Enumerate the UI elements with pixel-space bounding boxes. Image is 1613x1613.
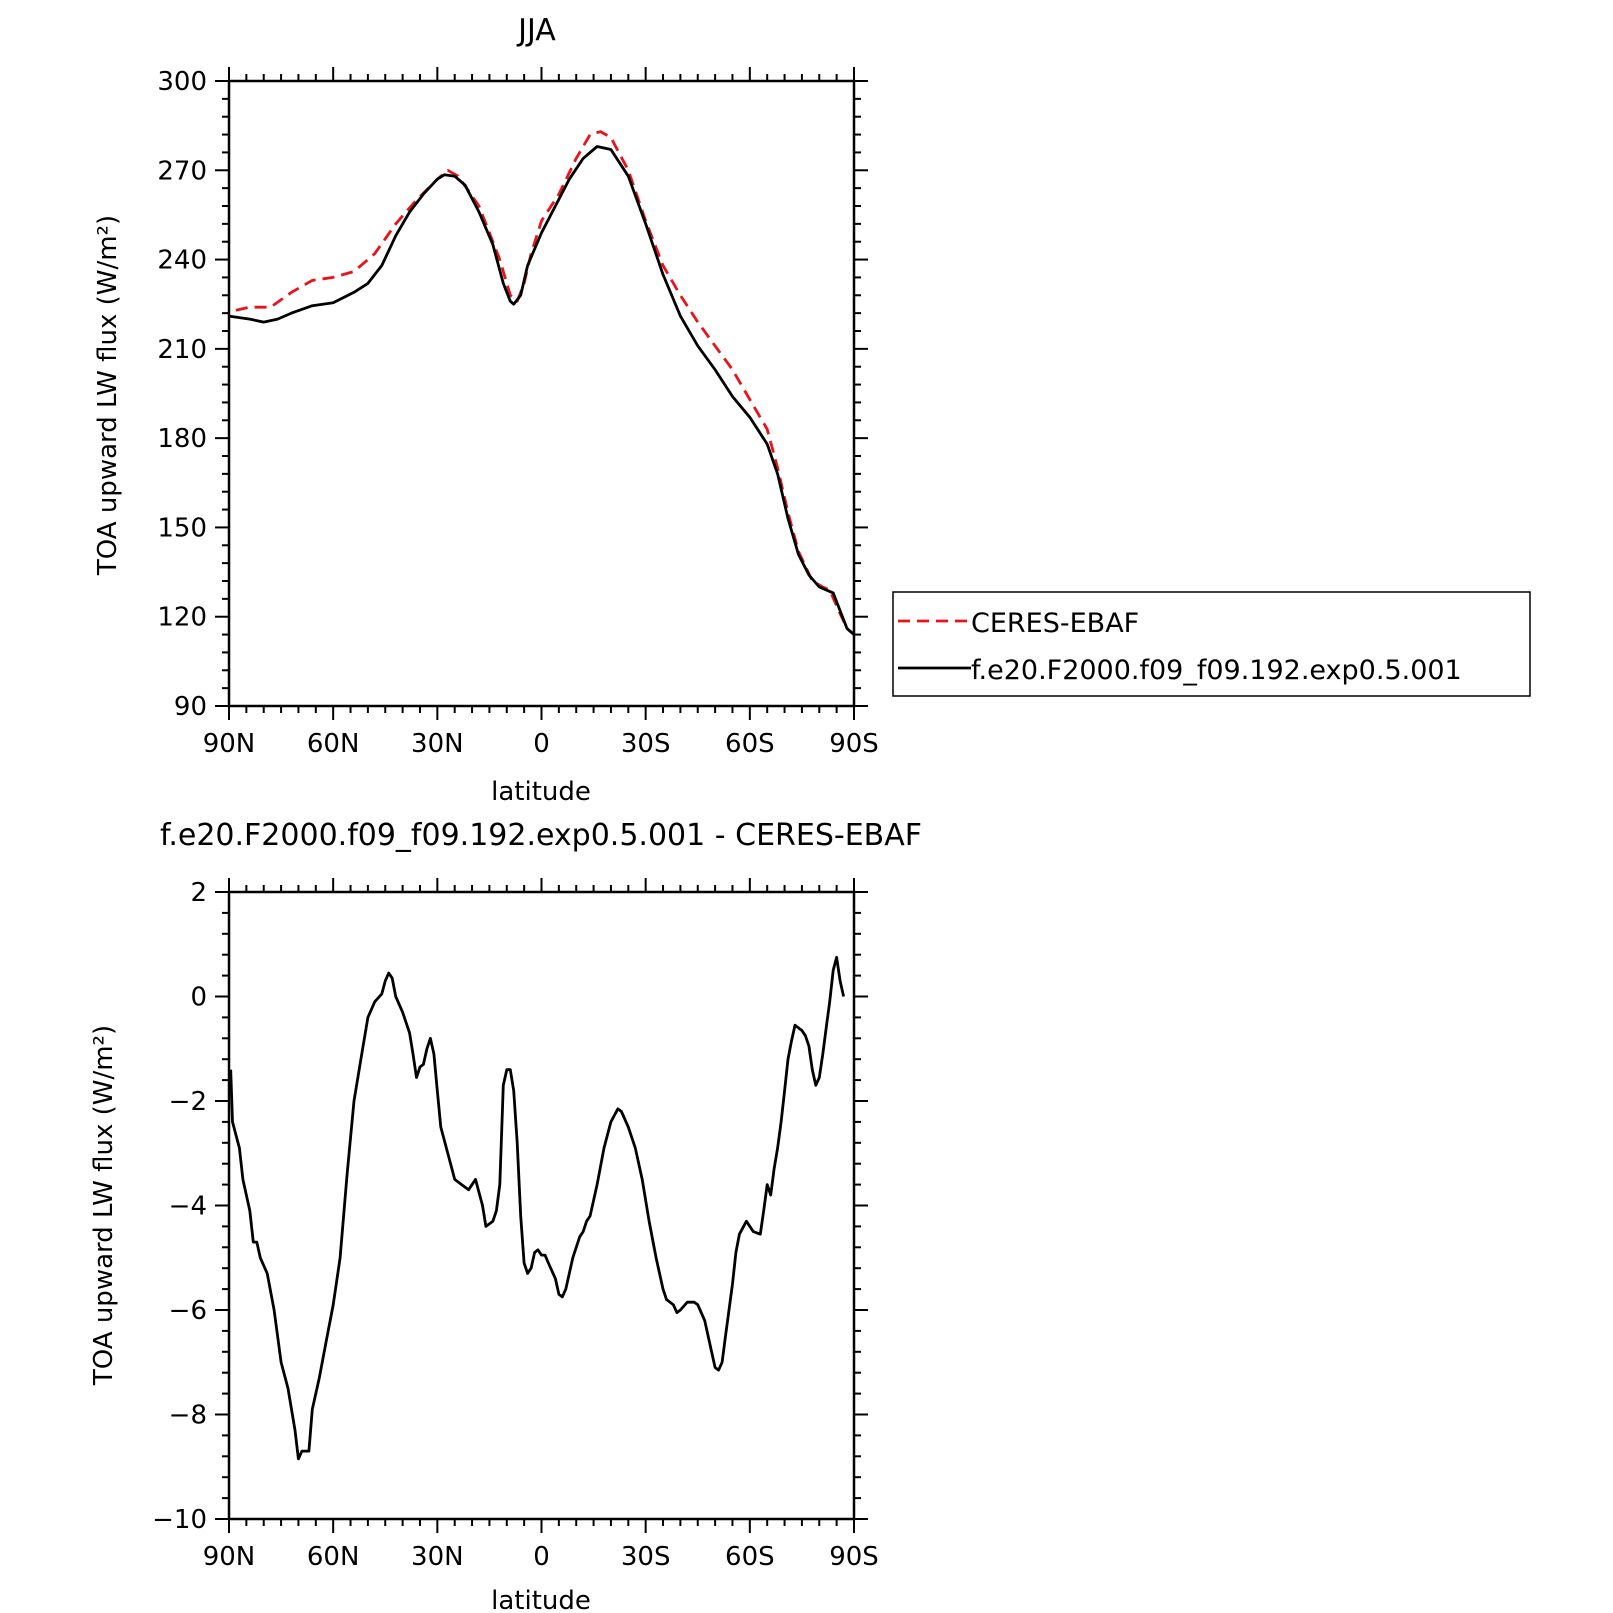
bottom-y-tick-label: −10 [152, 1505, 207, 1535]
top-panel: JJA 90N 60N 30N 0 30S 60S 90S 90 120 150 180 210 240… [93, 13, 1531, 807]
bottom-y-tick-label: −6 [169, 1296, 207, 1326]
bottom-xlabel: latitude [491, 1586, 591, 1613]
bottom-y-tick-label: 0 [190, 983, 207, 1013]
top-y-tick-label: 120 [157, 603, 207, 633]
top-x-tick-label: 90N [203, 729, 256, 759]
bottom-y-tick-label: −2 [169, 1087, 207, 1117]
top-y-tick-label: 150 [157, 513, 207, 543]
bottom-ylabel: TOA upward LW flux (W/m²) [89, 1025, 119, 1386]
top-y-tick-label: 210 [157, 335, 207, 365]
series-line-model [228, 145, 855, 636]
series-line-ceres-ebaf [235, 130, 855, 636]
bottom-plot-frame [227, 890, 856, 1521]
bottom-panel-title: f.e20.F2000.f09_f09.192.exp0.5.001 - CER… [160, 818, 922, 853]
top-x-tick-label: 0 [533, 729, 550, 759]
legend-label-model: f.e20.F2000.f09_f09.192.exp0.5.001 [971, 655, 1462, 686]
top-ylabel: TOA upward LW flux (W/m²) [93, 215, 123, 576]
bottom-y-tick-label: 2 [190, 878, 207, 908]
top-plot-frame [227, 79, 856, 708]
top-y-tick-label: 90 [174, 692, 207, 722]
bottom-panel: f.e20.F2000.f09_f09.192.exp0.5.001 - CER… [89, 818, 922, 1613]
bottom-y-tick-label: −4 [169, 1192, 207, 1222]
top-x-tick-label: 60N [307, 729, 360, 759]
bottom-x-tick-label: 60N [307, 1542, 360, 1572]
legend-label-ceres: CERES-EBAF [971, 608, 1139, 639]
top-y-tick-label: 270 [157, 156, 207, 186]
top-y-tick-label: 180 [157, 424, 207, 454]
bottom-x-tick-label: 60S [725, 1542, 775, 1572]
top-x-tick-label: 30S [621, 729, 671, 759]
bottom-x-tick-label: 30S [621, 1542, 671, 1572]
top-x-tick-label: 90S [829, 729, 879, 759]
legend-box [892, 591, 1531, 697]
top-y-tick-label: 300 [157, 67, 207, 97]
legend: CERES-EBAF f.e20.F2000.f09_f09.192.exp0.… [892, 591, 1531, 697]
bottom-x-tick-label: 90N [203, 1542, 256, 1572]
top-x-tick-label: 60S [725, 729, 775, 759]
bottom-x-tick-label: 0 [533, 1542, 550, 1572]
bottom-y-tick-label: −8 [169, 1401, 207, 1431]
top-panel-title: JJA [516, 13, 556, 48]
bottom-x-tick-label: 30N [411, 1542, 464, 1572]
top-x-tick-label: 30N [411, 729, 464, 759]
series-line-difference [229, 955, 845, 1461]
top-xlabel: latitude [491, 777, 591, 807]
top-y-tick-label: 240 [157, 246, 207, 276]
bottom-x-tick-label: 90S [829, 1542, 879, 1572]
